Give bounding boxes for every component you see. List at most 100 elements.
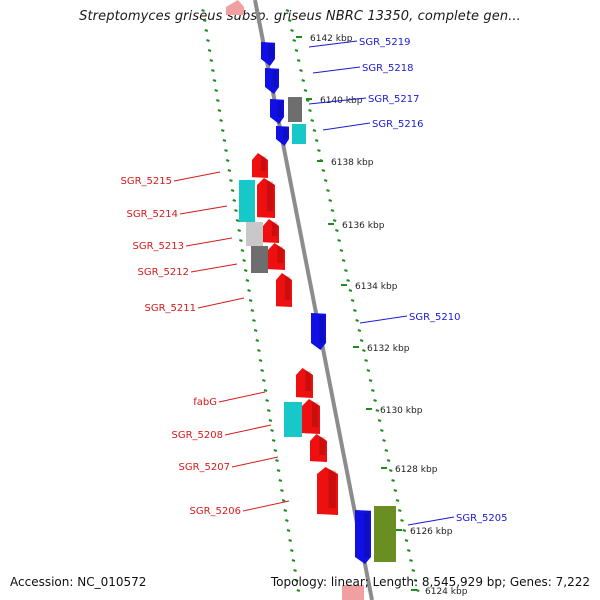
track-dot: [235, 219, 240, 222]
kbp-label: 6138 kbp: [331, 158, 374, 168]
gene-shade: [283, 129, 288, 139]
track-dot: [357, 329, 362, 332]
gene-shade: [268, 45, 274, 59]
gene-arrow-sgr-5216[interactable]: [276, 126, 289, 146]
track-dot: [266, 409, 271, 412]
gene-arrow-sgr-5217[interactable]: [270, 99, 284, 124]
track-dot: [289, 549, 294, 552]
gene-arrow-sgr-5219[interactable]: [261, 42, 275, 66]
gene-shade: [363, 513, 370, 557]
leader-line: [231, 456, 279, 468]
track-dot: [371, 389, 375, 392]
leader-line: [322, 122, 371, 131]
track-dot: [207, 49, 212, 52]
track-dot: [230, 189, 235, 192]
gene-arrow-sgr-5208[interactable]: [302, 399, 320, 434]
leader-line: [308, 97, 367, 105]
track-dot: [245, 279, 250, 282]
track-dot: [285, 519, 289, 522]
gene-label-reverse: SGR_5207: [179, 462, 231, 473]
track-dot: [212, 79, 217, 82]
track-dot: [291, 559, 296, 562]
track-dot: [220, 129, 225, 132]
gene-block-cyan[interactable]: [292, 124, 306, 144]
track-dot: [294, 579, 299, 582]
gene-block-cyan[interactable]: [239, 180, 255, 222]
gene-arrow-partial-top[interactable]: [226, 0, 244, 15]
gene-block-gray[interactable]: [288, 97, 302, 122]
left-dotted-track: [201, 9, 301, 592]
gene-label-forward: SGR_5216: [372, 119, 424, 130]
gene-arrow-sgr-5215[interactable]: [252, 153, 268, 178]
gene-arrow-sgr-5205[interactable]: [355, 510, 371, 564]
track-dot: [310, 119, 315, 122]
track-dot: [391, 479, 395, 482]
track-dot: [362, 349, 366, 352]
gene-arrow-sgr-5213[interactable]: [263, 219, 279, 243]
gene-label-forward: SGR_5219: [359, 37, 411, 48]
track-dot: [239, 239, 243, 242]
track-dot: [263, 389, 268, 392]
kbp-label: 6142 kbp: [310, 34, 353, 44]
gene-shade: [272, 71, 278, 87]
track-dot: [237, 229, 242, 232]
track-dot: [321, 169, 326, 172]
track-dot: [341, 259, 346, 262]
track-dot: [290, 29, 294, 32]
track-dot: [402, 529, 407, 532]
track-dot: [262, 379, 266, 382]
track-dot: [323, 179, 328, 182]
kbp-label: 6124 kbp: [425, 587, 468, 597]
track-dot: [406, 549, 411, 552]
track-dot: [255, 339, 260, 342]
gene-block-cyan[interactable]: [284, 402, 302, 437]
gene-arrow-sgr-5210[interactable]: [311, 313, 326, 350]
track-dot: [219, 119, 223, 122]
leader-line: [218, 391, 266, 403]
track-dot: [395, 499, 400, 502]
leader-line: [407, 516, 455, 526]
gene-arrow-sgr-5212[interactable]: [268, 243, 285, 270]
track-dot: [206, 39, 210, 42]
track-dot: [382, 439, 386, 442]
track-dot: [250, 309, 255, 312]
track-dot: [312, 129, 317, 132]
gene-arrow-sgr-5207[interactable]: [310, 434, 327, 462]
track-dot: [384, 449, 389, 452]
leader-line: [197, 297, 245, 309]
track-dot: [314, 139, 319, 142]
track-dot: [202, 19, 207, 22]
track-dot: [348, 289, 353, 292]
gene-label-reverse: SGR_5215: [121, 176, 173, 187]
track-dot: [328, 199, 332, 202]
track-dot: [204, 29, 209, 32]
gene-block-olive[interactable]: [374, 506, 396, 562]
gene-arrow-sgr-5218[interactable]: [265, 68, 279, 94]
gene-arrow-sgr-5206[interactable]: [317, 467, 338, 515]
gene-block-gray[interactable]: [251, 246, 268, 273]
gene-arrow-sgr-5211[interactable]: [276, 273, 292, 307]
gene-shade: [266, 181, 274, 211]
gene-arrow-fabg[interactable]: [296, 368, 313, 398]
track-dot: [404, 539, 409, 542]
kbp-label: 6136 kbp: [342, 221, 385, 231]
gene-shade: [260, 156, 267, 171]
gene-block-lightgray[interactable]: [246, 222, 263, 246]
track-dot: [265, 399, 269, 402]
track-dot: [247, 289, 251, 292]
track-dot: [400, 519, 404, 522]
track-dot: [275, 459, 279, 462]
track-dot: [337, 239, 341, 242]
track-dot: [388, 469, 393, 472]
gene-block-partial-bottom[interactable]: [342, 585, 364, 600]
kbp-label: 6128 kbp: [395, 465, 438, 475]
track-dot: [296, 59, 301, 62]
gene-arrow-sgr-5214[interactable]: [257, 178, 275, 218]
gene-features[interactable]: [226, 0, 396, 600]
gene-shade: [277, 246, 284, 263]
track-dot: [257, 349, 261, 352]
gene-label-forward: SGR_5217: [368, 94, 420, 105]
gene-label-reverse: SGR_5211: [145, 303, 197, 314]
gene-shade: [271, 222, 278, 236]
track-dot: [377, 419, 382, 422]
